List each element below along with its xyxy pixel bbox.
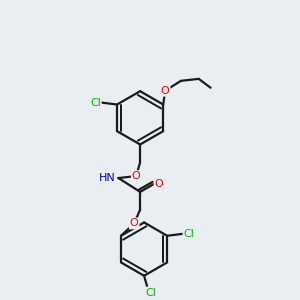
- Text: HN: HN: [99, 173, 116, 183]
- Text: O: O: [154, 179, 163, 189]
- Text: O: O: [130, 218, 139, 228]
- Text: O: O: [132, 171, 141, 181]
- Text: O: O: [161, 86, 170, 96]
- Text: Cl: Cl: [90, 98, 101, 107]
- Text: Cl: Cl: [146, 287, 156, 298]
- Text: Cl: Cl: [183, 229, 194, 239]
